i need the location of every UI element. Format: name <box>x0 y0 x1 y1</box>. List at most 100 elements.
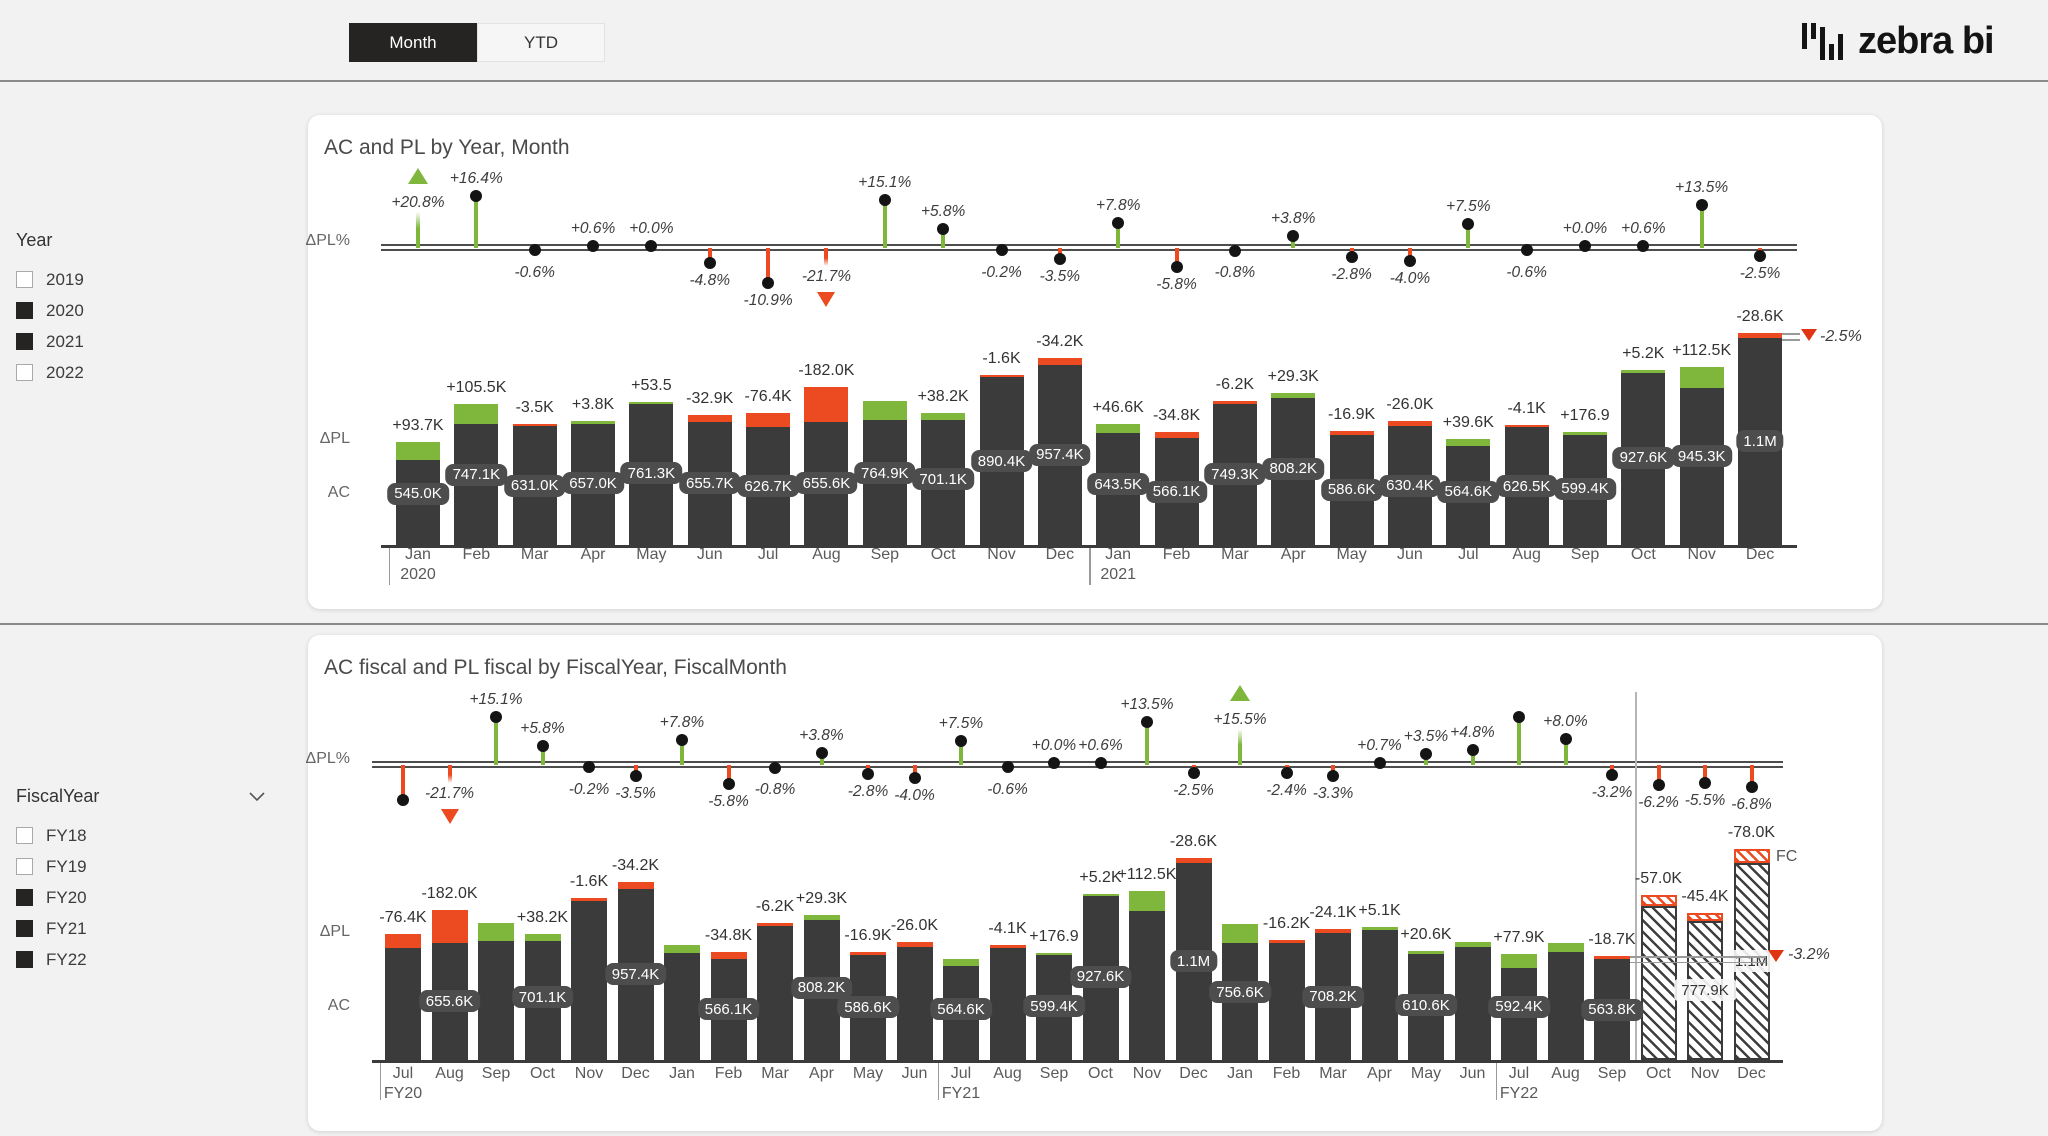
positive-variance-cap[interactable] <box>571 421 616 424</box>
positive-variance-cap[interactable] <box>629 401 674 405</box>
deltapct-dot-icon[interactable] <box>583 761 595 773</box>
positive-variance-cap[interactable] <box>1036 952 1072 956</box>
positive-variance-cap[interactable] <box>1621 370 1666 373</box>
negative-variance-cap[interactable] <box>1154 431 1199 439</box>
positive-variance-cap[interactable] <box>921 413 966 421</box>
deltapct-dot-icon[interactable] <box>1462 218 1475 230</box>
positive-variance-cap[interactable] <box>1446 438 1491 447</box>
deltapct-stem[interactable] <box>824 248 829 266</box>
negative-variance-cap[interactable] <box>687 415 732 422</box>
positive-variance-cap[interactable] <box>454 404 499 425</box>
deltapct-stem[interactable] <box>1145 721 1149 765</box>
negative-variance-cap[interactable] <box>1329 431 1374 435</box>
ac-bar[interactable] <box>1640 905 1677 1060</box>
negative-variance-cap[interactable] <box>1687 912 1723 921</box>
ac-bar[interactable] <box>664 953 700 1060</box>
filter-item-FY19[interactable]: FY19 <box>16 851 265 882</box>
filter-item-FY22[interactable]: FY22 <box>16 944 265 975</box>
positive-variance-cap[interactable] <box>1679 367 1724 389</box>
deltapct-stem[interactable] <box>1174 248 1179 267</box>
deltapct-stem[interactable] <box>540 746 545 765</box>
ac-bar[interactable] <box>1361 929 1398 1060</box>
unchecked-checkbox[interactable] <box>16 858 33 875</box>
positive-variance-cap[interactable] <box>1563 432 1607 435</box>
checked-checkbox[interactable] <box>16 302 33 319</box>
deltapct-dot-icon[interactable] <box>1745 780 1758 793</box>
deltapct-dot-icon[interactable] <box>769 761 781 774</box>
ac-bar[interactable] <box>385 947 421 1060</box>
deltapct-stem[interactable] <box>1656 765 1661 785</box>
positive-variance-cap[interactable] <box>1501 953 1537 968</box>
deltapct-stem[interactable] <box>882 199 887 248</box>
negative-variance-cap[interactable] <box>1733 849 1770 863</box>
deltapct-dot-icon[interactable] <box>1559 733 1572 746</box>
deltapct-dot-icon[interactable] <box>587 240 600 252</box>
deltapct-dot-icon[interactable] <box>995 244 1008 256</box>
positive-variance-cap[interactable] <box>1271 392 1316 399</box>
negative-variance-cap[interactable] <box>1387 421 1432 427</box>
deltapct-dot-icon[interactable] <box>1141 715 1153 728</box>
deltapct-dot-icon[interactable] <box>1287 229 1300 242</box>
positive-variance-cap[interactable] <box>1454 941 1491 948</box>
filter-item-2020[interactable]: 2020 <box>16 295 84 326</box>
deltapct-dot-icon[interactable] <box>1094 757 1107 769</box>
filter-item-FY18[interactable]: FY18 <box>16 820 265 851</box>
negative-variance-cap[interactable] <box>710 952 747 959</box>
deltapct-dot-icon[interactable] <box>815 746 828 759</box>
deltapct-dot-icon[interactable] <box>528 244 541 256</box>
ac-bar[interactable] <box>571 900 607 1060</box>
deltapct-stem[interactable] <box>494 716 498 765</box>
deltapct-dot-icon[interactable] <box>1345 250 1358 263</box>
deltapct-dot-icon[interactable] <box>397 793 409 806</box>
positive-variance-cap[interactable] <box>943 958 979 966</box>
unchecked-checkbox[interactable] <box>16 364 33 381</box>
deltapct-stem[interactable] <box>1517 716 1521 765</box>
positive-variance-cap[interactable] <box>1547 943 1584 952</box>
deltapct-stem[interactable] <box>1703 765 1707 783</box>
deltapct-dot-icon[interactable] <box>470 189 483 202</box>
deltapct-dot-icon[interactable] <box>1112 217 1125 230</box>
deltapct-dot-icon[interactable] <box>1187 767 1200 779</box>
negative-variance-cap[interactable] <box>1594 955 1630 960</box>
ac-bar[interactable] <box>757 925 793 1060</box>
deltapct-dot-icon[interactable] <box>1280 766 1293 779</box>
deltapct-dot-icon[interactable] <box>1606 769 1618 782</box>
negative-variance-cap[interactable] <box>1175 857 1212 863</box>
negative-variance-cap[interactable] <box>1640 895 1677 906</box>
chevron-down-icon[interactable] <box>249 791 265 802</box>
deltapct-dot-icon[interactable] <box>762 276 775 289</box>
unchecked-checkbox[interactable] <box>16 827 33 844</box>
deltapct-stem[interactable] <box>1749 765 1754 787</box>
negative-variance-cap[interactable] <box>385 934 421 948</box>
positive-variance-cap[interactable] <box>1408 950 1444 955</box>
deltapct-stem[interactable] <box>1466 224 1471 248</box>
deltapct-dot-icon[interactable] <box>1520 244 1533 256</box>
negative-variance-cap[interactable] <box>512 423 557 427</box>
checked-checkbox[interactable] <box>16 920 33 937</box>
deltapct-dot-icon[interactable] <box>1699 776 1711 789</box>
checked-checkbox[interactable] <box>16 889 33 906</box>
negative-variance-cap[interactable] <box>1504 424 1549 428</box>
ac-bar[interactable] <box>1129 910 1165 1060</box>
positive-variance-cap[interactable] <box>1361 927 1398 930</box>
deltapct-dot-icon[interactable] <box>645 240 658 252</box>
positive-variance-cap[interactable] <box>396 442 440 461</box>
negative-variance-cap[interactable] <box>989 945 1026 948</box>
deltapct-dot-icon[interactable] <box>722 777 735 790</box>
deltapct-dot-icon[interactable] <box>1652 778 1665 791</box>
deltapct-dot-icon[interactable] <box>676 734 688 747</box>
deltapct-stem[interactable] <box>1699 204 1704 248</box>
negative-variance-cap[interactable] <box>896 942 933 948</box>
deltapct-stem[interactable] <box>1116 223 1121 248</box>
filter-item-2021[interactable]: 2021 <box>16 326 84 357</box>
deltapct-stem[interactable] <box>1238 729 1242 765</box>
deltapct-stem[interactable] <box>959 741 963 765</box>
deltapct-dot-icon[interactable] <box>1228 244 1241 257</box>
deltapct-stem[interactable] <box>1563 739 1568 765</box>
negative-variance-cap[interactable] <box>1037 358 1082 365</box>
positive-variance-cap[interactable] <box>478 923 514 941</box>
checked-checkbox[interactable] <box>16 951 33 968</box>
positive-variance-cap[interactable] <box>1082 893 1119 897</box>
filter-item-FY21[interactable]: FY21 <box>16 913 265 944</box>
unchecked-checkbox[interactable] <box>16 271 33 288</box>
